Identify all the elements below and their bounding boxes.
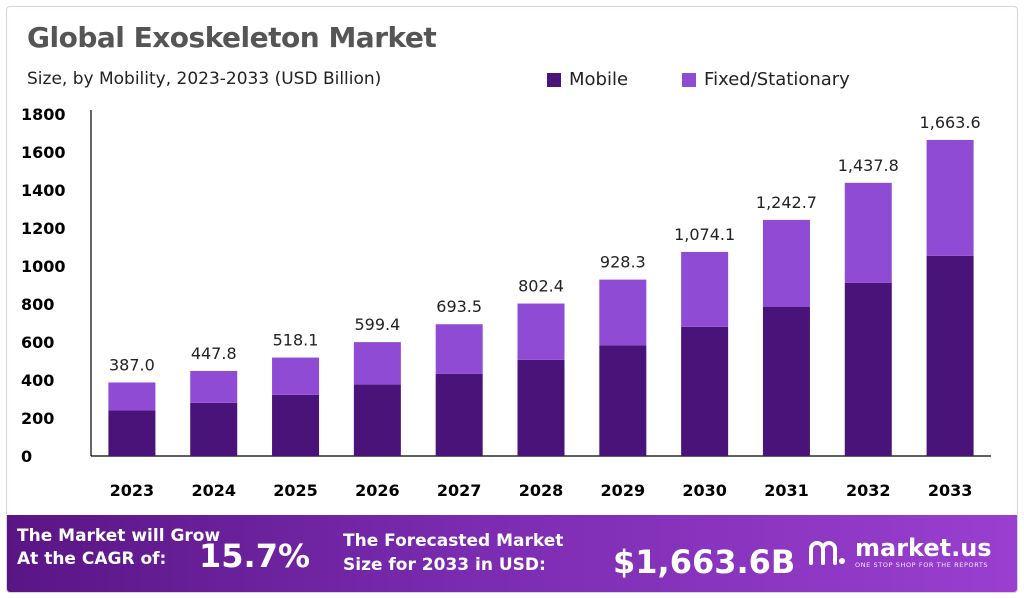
x-tick-label: 2026 [355, 481, 400, 500]
bar-fixed [435, 324, 483, 374]
bar-total-label: 1,663.6 [920, 113, 981, 132]
bar-mobile [517, 359, 565, 456]
y-tick-label: 800 [21, 295, 54, 314]
x-tick-label: 2028 [519, 481, 564, 500]
bar-mobile [599, 345, 647, 456]
legend: Mobile Fixed/Stationary [547, 69, 850, 90]
y-tick-label: 200 [21, 409, 54, 428]
bar-fixed [599, 279, 647, 346]
bar-fixed [517, 303, 565, 360]
brand-logo: market.us ONE STOP SHOP FOR THE REPORTS [807, 535, 992, 569]
cagr-value: 15.7% [199, 537, 311, 575]
bar-mobile [108, 410, 156, 456]
legend-label-fixed: Fixed/Stationary [704, 69, 850, 90]
x-tick-label: 2030 [682, 481, 727, 500]
bar-mobile [435, 373, 483, 456]
x-tick-label: 2032 [846, 481, 891, 500]
y-tick-label: 1800 [21, 105, 66, 124]
bar-total-label: 599.4 [354, 315, 400, 334]
bar-total-label: 447.8 [191, 344, 237, 363]
bar-mobile [762, 306, 810, 456]
bar-fixed [190, 370, 238, 403]
bar-total-label: 802.4 [518, 277, 564, 296]
y-tick-label: 600 [21, 333, 54, 352]
bar-fixed [762, 219, 810, 307]
chart-subtitle: Size, by Mobility, 2023-2033 (USD Billio… [27, 69, 382, 89]
bar-fixed [681, 251, 729, 327]
brand-tagline: ONE STOP SHOP FOR THE REPORTS [855, 561, 989, 569]
y-tick-label: 1400 [21, 181, 66, 200]
chart-title: Global Exoskeleton Market [27, 21, 437, 54]
bar-chart: 0 200 400 600 800 1000 1200 1400 1600 1800 387.0 20… [21, 105, 991, 500]
x-tick-label: 2025 [273, 481, 318, 500]
x-tick-label: 2023 [110, 481, 155, 500]
x-tick-label: 2027 [437, 481, 482, 500]
bar-fixed [844, 182, 892, 283]
forecast-label: The Forecasted Market Size for 2033 in U… [343, 531, 564, 575]
y-tick-label: 1000 [21, 257, 66, 276]
legend-label-mobile: Mobile [569, 69, 629, 90]
chart-frame: Global Exoskeleton Market Size, by Mobil… [6, 6, 1018, 593]
bar-fixed [353, 342, 401, 385]
bar-fixed [926, 139, 974, 256]
x-tick-label: 2031 [764, 481, 809, 500]
bar-total-label: 1,437.8 [838, 156, 899, 175]
forecast-value: $1,663.6B [613, 543, 796, 581]
bar-mobile [272, 394, 320, 456]
y-tick-label: 400 [21, 371, 54, 390]
market-us-logo-icon [809, 541, 845, 565]
x-tick-label: 2024 [191, 481, 236, 500]
bar-total-label: 387.0 [109, 355, 155, 374]
bar-mobile [190, 402, 238, 456]
cagr-label: The Market will Grow At the CAGR of: [17, 526, 221, 569]
y-tick-label: 0 [21, 447, 32, 466]
bar-mobile [844, 282, 892, 456]
legend-item-fixed: Fixed/Stationary [682, 69, 850, 90]
bar-total-label: 1,074.1 [674, 225, 735, 244]
x-tick-label: 2033 [928, 481, 973, 500]
legend-swatch-mobile [547, 72, 561, 87]
bar-fixed [272, 357, 320, 395]
bar-total-label: 928.3 [600, 253, 646, 272]
bar-fixed [108, 382, 156, 411]
bar-total-label: 693.5 [436, 297, 482, 316]
brand-name: market.us [855, 534, 992, 562]
bar-mobile [926, 255, 974, 456]
legend-item-mobile: Mobile [547, 69, 628, 90]
bar-mobile [681, 326, 729, 456]
bar-total-label: 518.1 [273, 331, 319, 350]
legend-swatch-fixed [682, 72, 697, 87]
y-tick-label: 1200 [21, 219, 66, 238]
x-tick-label: 2029 [601, 481, 646, 500]
bar-total-label: 1,242.7 [756, 193, 817, 212]
y-tick-label: 1600 [21, 143, 66, 162]
summary-banner: The Market will Grow At the CAGR of: 15.… [7, 515, 1017, 592]
bar-mobile [353, 384, 401, 456]
